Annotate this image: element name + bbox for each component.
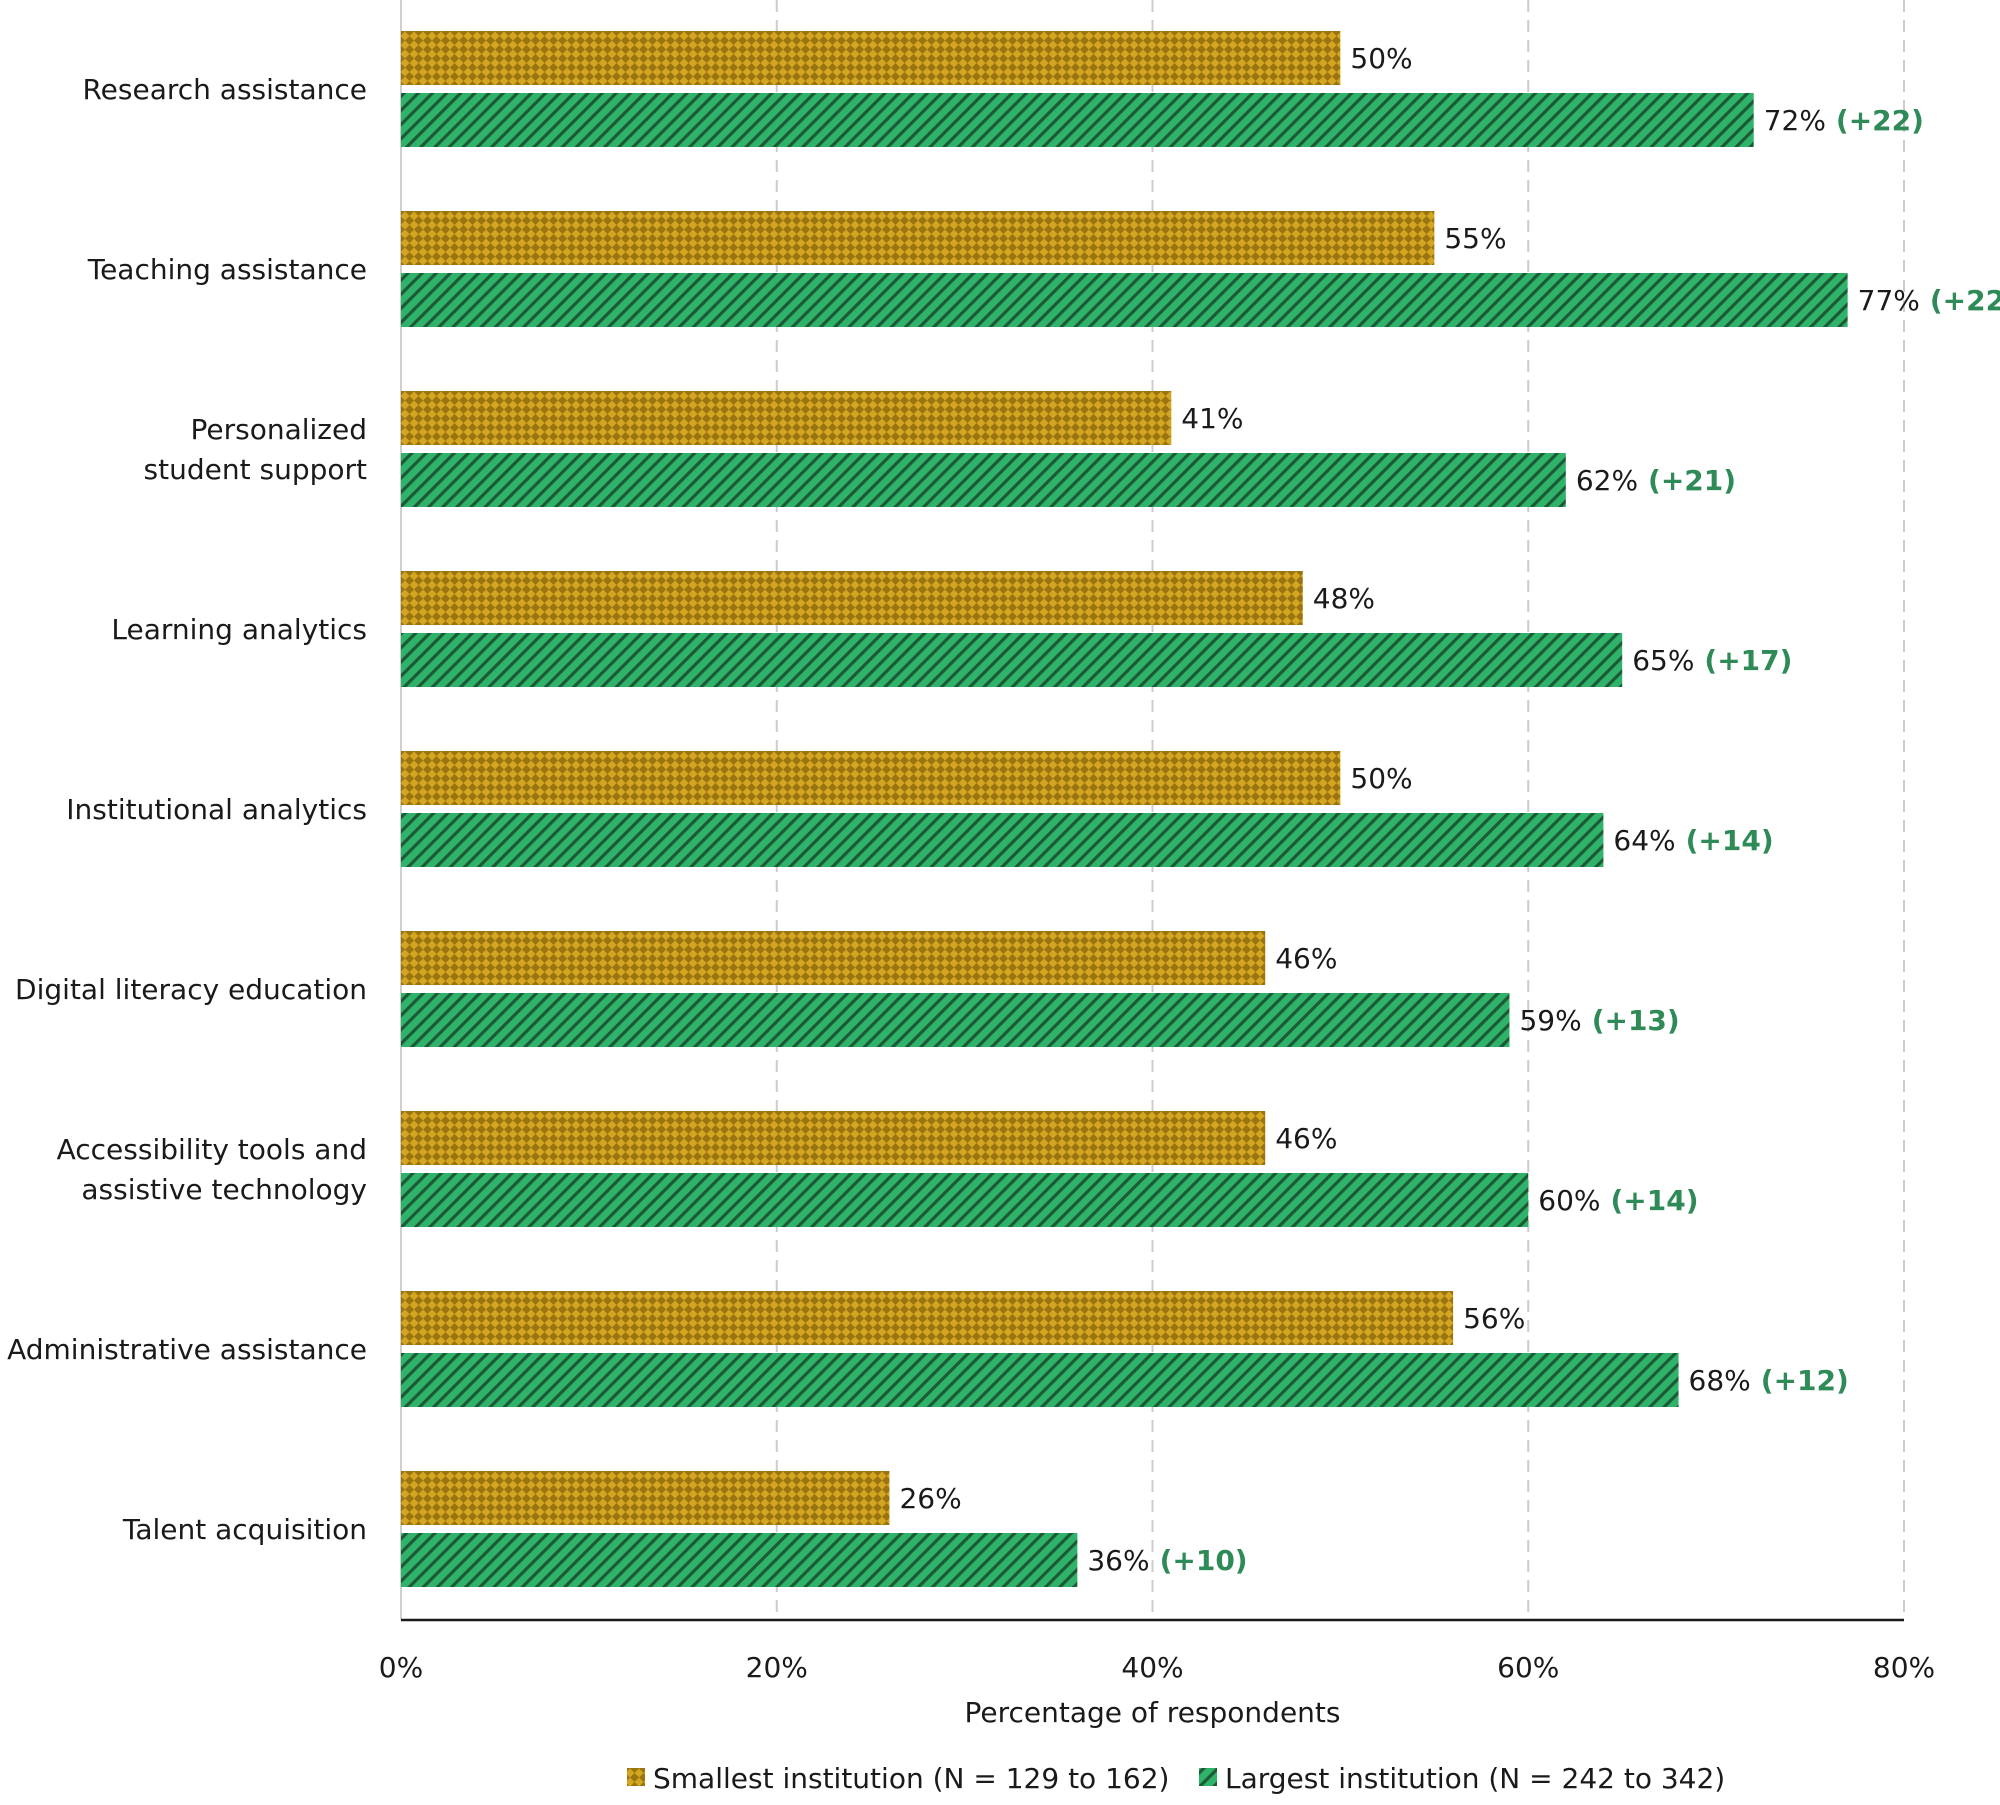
bar [401, 751, 1341, 805]
category-label: Personalized [190, 413, 367, 446]
x-axis-title: Percentage of respondents [965, 1696, 1341, 1729]
category-label: student support [144, 453, 367, 486]
x-axis: 0% 20% 40% 60% 80% Percentage of respondents [379, 1618, 1935, 1729]
data-label: 36% (+10) [1087, 1544, 1247, 1577]
bar [401, 1173, 1529, 1227]
data-label: 65% (+17) [1632, 644, 1792, 677]
tick-label: 60% [1497, 1651, 1559, 1684]
data-label: 72% (+22) [1764, 104, 1924, 137]
bars [401, 31, 1848, 1587]
category-label: Institutional analytics [66, 793, 367, 826]
data-label: 77%(+22) [1858, 284, 2000, 317]
bar [401, 1353, 1679, 1407]
data-label: 46% [1275, 942, 1337, 975]
bar [401, 391, 1172, 445]
bar [401, 31, 1341, 85]
category-label: Administrative assistance [7, 1333, 367, 1366]
bar [401, 633, 1623, 687]
data-label: 59% (+13) [1519, 1004, 1679, 1037]
category-label: Accessibility tools and [57, 1133, 367, 1166]
data-label: 26% [899, 1482, 961, 1515]
category-label: Learning analytics [111, 613, 367, 646]
data-label: 55% [1444, 222, 1506, 255]
legend-label: Largest institution (N = 242 to 342) [1225, 1762, 1725, 1795]
legend-swatch [627, 1768, 645, 1786]
bar [401, 93, 1754, 147]
bar [401, 993, 1510, 1047]
tick-label: 80% [1873, 1651, 1935, 1684]
tick-label: 20% [746, 1651, 808, 1684]
data-label: 50% [1350, 762, 1412, 795]
bar [401, 453, 1566, 507]
bar [401, 1471, 890, 1525]
data-label: 48% [1313, 582, 1375, 615]
data-label: 62% (+21) [1576, 464, 1736, 497]
data-label: 64% (+14) [1613, 824, 1773, 857]
legend-label: Smallest institution (N = 129 to 162) [653, 1762, 1169, 1795]
tick-label: 0% [379, 1651, 423, 1684]
bar [401, 813, 1604, 867]
legend: Smallest institution (N = 129 to 162) Lar… [627, 1762, 1725, 1795]
category-label: Teaching assistance [87, 253, 367, 286]
bar [401, 571, 1303, 625]
category-label: assistive technology [81, 1173, 367, 1206]
grid-lines [400, 0, 1905, 1620]
data-label: 50% [1350, 42, 1412, 75]
bar [401, 211, 1435, 265]
bar [401, 1291, 1454, 1345]
data-label: 56% [1463, 1302, 1525, 1335]
bar [401, 1111, 1266, 1165]
category-label: Digital literacy education [15, 973, 367, 1006]
data-label: 41% [1181, 402, 1243, 435]
tick-label: 40% [1121, 1651, 1183, 1684]
data-label: 46% [1275, 1122, 1337, 1155]
bar [401, 1533, 1078, 1587]
labels: 50% 72% (+22) Research assistance 55% 77% (+22… [7, 42, 2000, 1577]
bar [401, 273, 1848, 327]
bar [401, 931, 1266, 985]
category-label: Research assistance [82, 73, 367, 106]
category-label: Talent acquisition [122, 1513, 367, 1546]
legend-swatch [1199, 1768, 1217, 1786]
data-label: 60% (+14) [1538, 1184, 1698, 1217]
data-label: 68% (+12) [1689, 1364, 1849, 1397]
